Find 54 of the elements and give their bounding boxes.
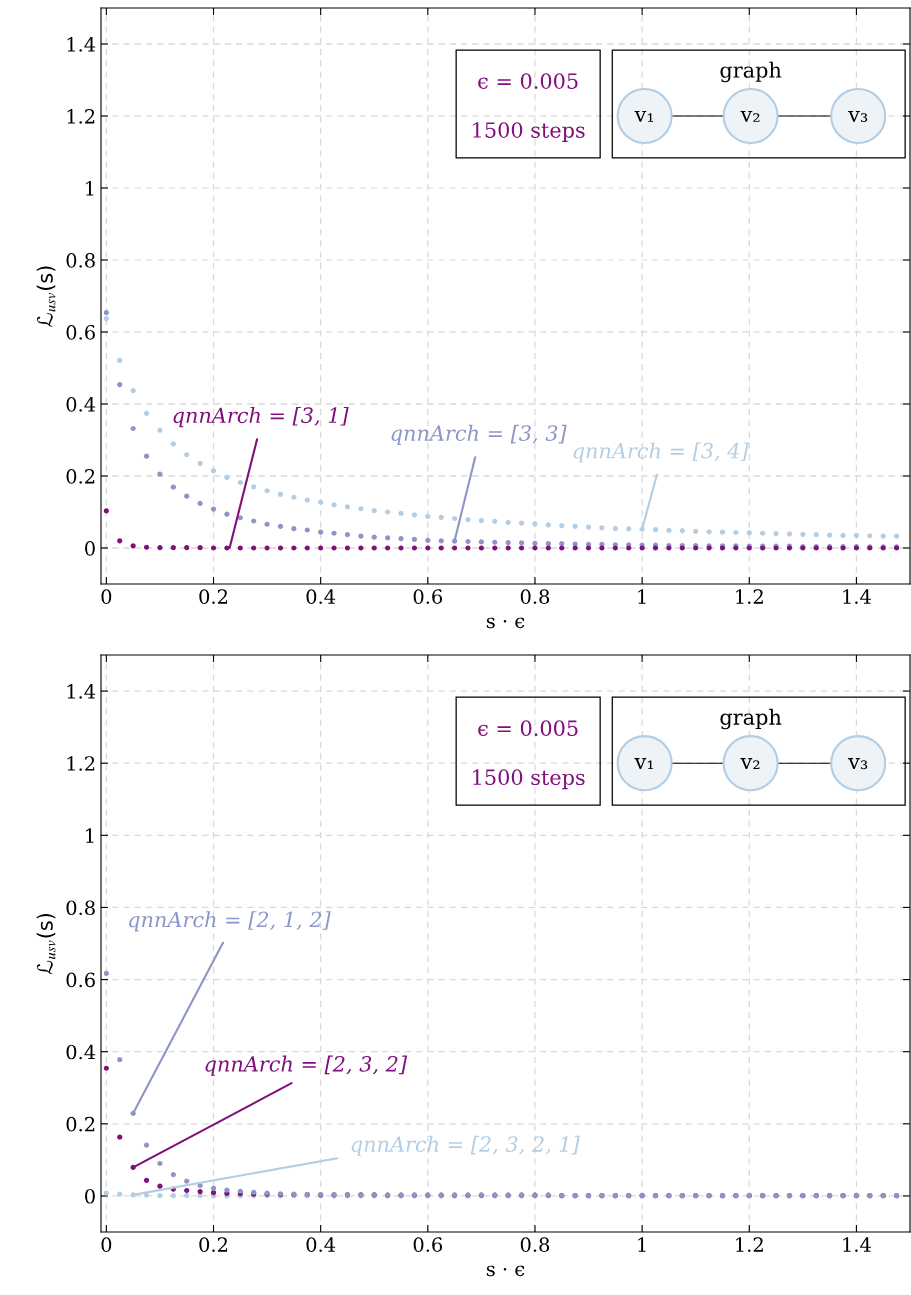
- y-tick-label: 1.2: [67, 108, 95, 124]
- x-tick-label: 0.2: [199, 1237, 228, 1252]
- x-axis-title: s · ϵ: [486, 1265, 525, 1277]
- y-axis-title: ℒ$_{usv}$(s): [36, 913, 56, 975]
- x-tick-label: 0.6: [413, 1237, 443, 1252]
- x-tick-label: 0: [101, 589, 112, 604]
- y-tick-label: 0: [85, 1188, 95, 1204]
- x-tick-label: 1.2: [736, 589, 763, 604]
- annotation: v₃: [848, 758, 868, 770]
- x-axis-title: s · ϵ: [486, 617, 525, 629]
- x-tick-label: 0.8: [520, 1237, 550, 1252]
- annotation: qnnArch = [3, 1]: [173, 407, 349, 428]
- x-tick-label: 0.2: [199, 589, 228, 604]
- x-tick-label: 1.4: [843, 589, 871, 604]
- x-tick-label: 1: [638, 589, 646, 604]
- y-tick-label: 0.2: [66, 468, 95, 484]
- annotation: qnnArch = [2, 3, 2, 1]: [351, 1135, 580, 1156]
- annotation: 1500 steps: [473, 122, 585, 142]
- annotation: graph: [720, 708, 782, 730]
- y-tick-label: 0.6: [66, 972, 95, 988]
- x-tick-label: 1: [638, 1237, 646, 1252]
- y-tick-label: 1.4: [67, 36, 96, 52]
- y-tick-label: 1.4: [67, 684, 96, 699]
- x-tick-label: 0: [101, 1237, 112, 1252]
- y-tick-label: 0.6: [66, 324, 95, 340]
- y-tick-label: 0.8: [66, 252, 95, 268]
- y-tick-label: 0.4: [66, 1044, 96, 1060]
- y-tick-label: 0.8: [66, 900, 95, 916]
- y-tick-label: 0.2: [66, 1116, 95, 1132]
- x-tick-label: 0.4: [306, 589, 336, 604]
- x-tick-label: 0.8: [520, 589, 550, 604]
- y-tick-label: 0.4: [66, 396, 96, 412]
- annotation: v₁: [634, 758, 654, 770]
- annotation: v₁: [634, 110, 654, 122]
- x-tick-label: 0.4: [306, 1237, 336, 1252]
- y-axis-title: ℒ$_{usv}$(s): [36, 266, 56, 327]
- annotation: 1500 steps: [473, 769, 585, 790]
- annotation: ϵ = 0.005: [478, 73, 578, 89]
- y-tick-label: 1.2: [67, 756, 95, 771]
- y-tick-label: 0: [85, 540, 95, 556]
- annotation: qnnArch = [3, 3]: [391, 424, 567, 445]
- annotation: v₃: [848, 110, 868, 122]
- annotation: graph: [720, 61, 782, 83]
- y-tick-label: 1: [86, 180, 94, 196]
- annotation: qnnArch = [3, 4]: [573, 442, 749, 463]
- x-tick-label: 1.4: [843, 1237, 871, 1252]
- y-tick-label: 1: [86, 828, 94, 843]
- annotation: v₂: [740, 758, 760, 770]
- x-tick-label: 0.6: [413, 589, 443, 604]
- annotation: qnnArch = [2, 1, 2]: [129, 911, 331, 932]
- x-tick-label: 1.2: [736, 1237, 763, 1252]
- annotation: qnnArch = [2, 3, 2]: [205, 1055, 408, 1076]
- annotation: ϵ = 0.005: [478, 720, 578, 737]
- annotation: v₂: [740, 110, 760, 122]
